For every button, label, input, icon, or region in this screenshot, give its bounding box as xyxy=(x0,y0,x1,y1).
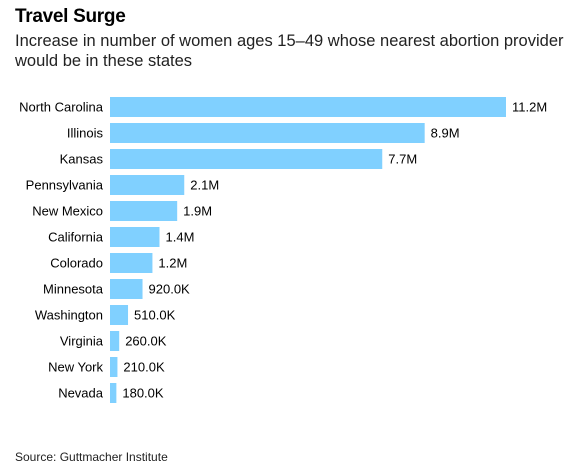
value-label: 1.9M xyxy=(183,204,212,219)
bar xyxy=(110,279,143,299)
category-label: Washington xyxy=(35,308,103,323)
source-note: Source: Guttmacher Institute xyxy=(15,450,168,464)
category-label: New York xyxy=(48,360,103,375)
category-label: New Mexico xyxy=(32,204,103,219)
category-label: Kansas xyxy=(60,152,104,167)
category-label: Illinois xyxy=(67,126,104,141)
bar xyxy=(110,383,117,403)
bar-chart: North Carolina 11.2M Illinois 8.9M Kansas 7.7… xyxy=(19,97,547,403)
value-label: 210.0K xyxy=(123,360,165,375)
value-label: 7.7M xyxy=(388,152,417,167)
category-label: Minnesota xyxy=(43,282,104,297)
bar xyxy=(110,331,120,351)
category-label: Nevada xyxy=(58,386,104,401)
bar xyxy=(110,227,160,247)
bar xyxy=(110,149,383,169)
category-label: Pennsylvania xyxy=(26,178,104,193)
category-label: Colorado xyxy=(50,256,103,271)
value-label: 920.0K xyxy=(149,282,191,297)
value-label: 11.2M xyxy=(512,100,547,115)
bar xyxy=(110,253,153,273)
value-label: 1.4M xyxy=(166,230,195,245)
bar xyxy=(110,175,185,195)
chart-subtitle: Increase in number of women ages 15–49 w… xyxy=(15,32,564,70)
category-label: North Carolina xyxy=(19,100,104,115)
category-label: California xyxy=(48,230,104,245)
value-label: 1.2M xyxy=(158,256,187,271)
value-label: 2.1M xyxy=(190,178,219,193)
bar xyxy=(110,123,425,143)
category-label: Virginia xyxy=(60,334,104,349)
bar xyxy=(110,97,506,117)
value-label: 260.0K xyxy=(125,334,167,349)
bar xyxy=(110,357,118,377)
bar xyxy=(110,305,129,325)
value-label: 8.9M xyxy=(431,126,460,141)
value-label: 180.0K xyxy=(122,386,164,401)
chart-title: Travel Surge xyxy=(15,6,126,27)
bar xyxy=(110,201,178,221)
value-label: 510.0K xyxy=(134,308,176,323)
